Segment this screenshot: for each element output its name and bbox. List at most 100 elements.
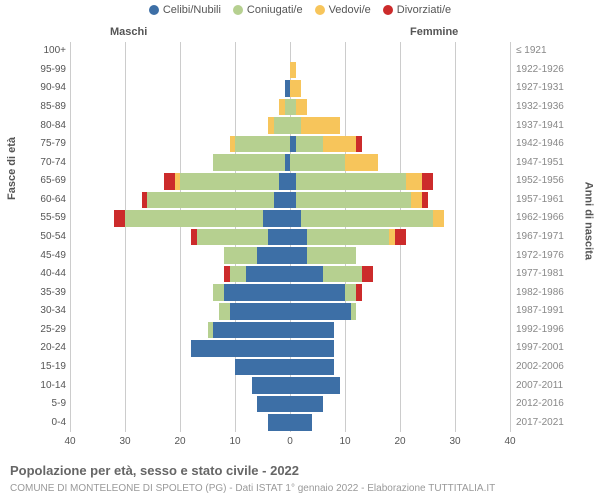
bar-segment-female	[290, 340, 334, 357]
bar-segment-female	[290, 377, 340, 394]
y-right-label: 1987-1991	[516, 305, 576, 316]
bar-segment-male	[268, 229, 290, 246]
age-row	[70, 302, 510, 321]
bar-segment-female	[290, 117, 301, 134]
age-row	[70, 191, 510, 210]
bar-segment-male	[279, 99, 285, 116]
y-left-label: 15-19	[30, 361, 66, 372]
bar-segment-female	[290, 210, 301, 227]
bar-segment-female	[362, 266, 373, 283]
population-pyramid-chart: Celibi/NubiliConiugati/eVedovi/eDivorzia…	[0, 0, 600, 500]
x-tick-label: 10	[223, 436, 247, 447]
y-left-label: 90-94	[30, 82, 66, 93]
x-tick-label: 20	[388, 436, 412, 447]
age-row	[70, 153, 510, 172]
y-right-label: 2002-2006	[516, 361, 576, 372]
bar-segment-female	[296, 192, 412, 209]
bar-segment-female	[345, 154, 378, 171]
bar-segment-female	[345, 284, 356, 301]
age-row	[70, 358, 510, 377]
bar-segment-male	[257, 396, 290, 413]
bar-segment-male	[147, 192, 274, 209]
y-right-label: 1957-1961	[516, 194, 576, 205]
bar-segment-female	[422, 173, 433, 190]
bar-segment-male	[219, 303, 230, 320]
gridline	[510, 42, 511, 432]
legend-swatch	[149, 5, 159, 15]
age-row	[70, 376, 510, 395]
bar-segment-female	[290, 62, 296, 79]
bar-segment-male	[268, 414, 290, 431]
y-left-label: 80-84	[30, 120, 66, 131]
bar-segment-male	[268, 117, 274, 134]
y-left-label: 65-69	[30, 175, 66, 186]
plot-area	[70, 42, 510, 432]
bar-segment-male	[213, 322, 290, 339]
y-right-label: ≤ 1921	[516, 45, 576, 56]
bar-segment-male	[235, 136, 290, 153]
bar-segment-female	[290, 359, 334, 376]
y-left-label: 10-14	[30, 380, 66, 391]
bar-segment-male	[274, 192, 291, 209]
y-right-label: 2017-2021	[516, 417, 576, 428]
y-right-label: 1992-1996	[516, 324, 576, 335]
y-right-label: 1982-1986	[516, 287, 576, 298]
bar-segment-male	[197, 229, 269, 246]
y-left-label: 100+	[30, 45, 66, 56]
bar-segment-female	[290, 303, 351, 320]
age-row	[70, 209, 510, 228]
age-row	[70, 265, 510, 284]
y-right-label: 1942-1946	[516, 138, 576, 149]
bar-segment-female	[290, 284, 345, 301]
bar-segment-female	[290, 414, 312, 431]
age-row	[70, 172, 510, 191]
y-right-label: 1937-1941	[516, 120, 576, 131]
age-row	[70, 61, 510, 80]
age-row	[70, 135, 510, 154]
y-left-label: 95-99	[30, 64, 66, 75]
bar-segment-female	[301, 210, 433, 227]
y-right-label: 1952-1956	[516, 175, 576, 186]
y-right-label: 1947-1951	[516, 157, 576, 168]
bar-segment-male	[180, 173, 279, 190]
bar-segment-male	[230, 136, 236, 153]
y-right-label: 1962-1966	[516, 212, 576, 223]
chart-subcaption: COMUNE DI MONTELEONE DI SPOLETO (PG) - D…	[10, 483, 495, 494]
y-right-label: 2012-2016	[516, 398, 576, 409]
bar-segment-female	[296, 99, 307, 116]
legend-label: Coniugati/e	[247, 4, 303, 16]
female-label: Femmine	[410, 26, 458, 38]
x-tick-label: 30	[443, 436, 467, 447]
y-left-label: 35-39	[30, 287, 66, 298]
bar-segment-male	[224, 284, 290, 301]
age-row	[70, 283, 510, 302]
bar-segment-female	[290, 229, 307, 246]
bar-segment-female	[323, 266, 362, 283]
chart-caption: Popolazione per età, sesso e stato civil…	[10, 463, 299, 478]
age-row	[70, 321, 510, 340]
bar-segment-male	[191, 229, 197, 246]
y-left-label: 55-59	[30, 212, 66, 223]
x-tick-label: 30	[113, 436, 137, 447]
bar-segment-female	[433, 210, 444, 227]
age-row	[70, 79, 510, 98]
bar-segment-male	[114, 210, 125, 227]
male-label: Maschi	[110, 26, 147, 38]
bar-segment-male	[230, 303, 291, 320]
y-right-label: 1967-1971	[516, 231, 576, 242]
y-left-label: 20-24	[30, 342, 66, 353]
x-tick-label: 10	[333, 436, 357, 447]
legend-label: Celibi/Nubili	[163, 4, 221, 16]
x-tick-label: 40	[498, 436, 522, 447]
bar-segment-female	[296, 136, 324, 153]
y-left-label: 40-44	[30, 268, 66, 279]
legend-item: Celibi/Nubili	[149, 4, 221, 16]
bar-segment-male	[263, 210, 291, 227]
bar-segment-male	[246, 266, 290, 283]
age-row	[70, 98, 510, 117]
y-left-label: 75-79	[30, 138, 66, 149]
legend: Celibi/NubiliConiugati/eVedovi/eDivorzia…	[0, 4, 600, 16]
bar-segment-female	[406, 173, 423, 190]
bar-segment-male	[224, 247, 257, 264]
age-row	[70, 246, 510, 265]
